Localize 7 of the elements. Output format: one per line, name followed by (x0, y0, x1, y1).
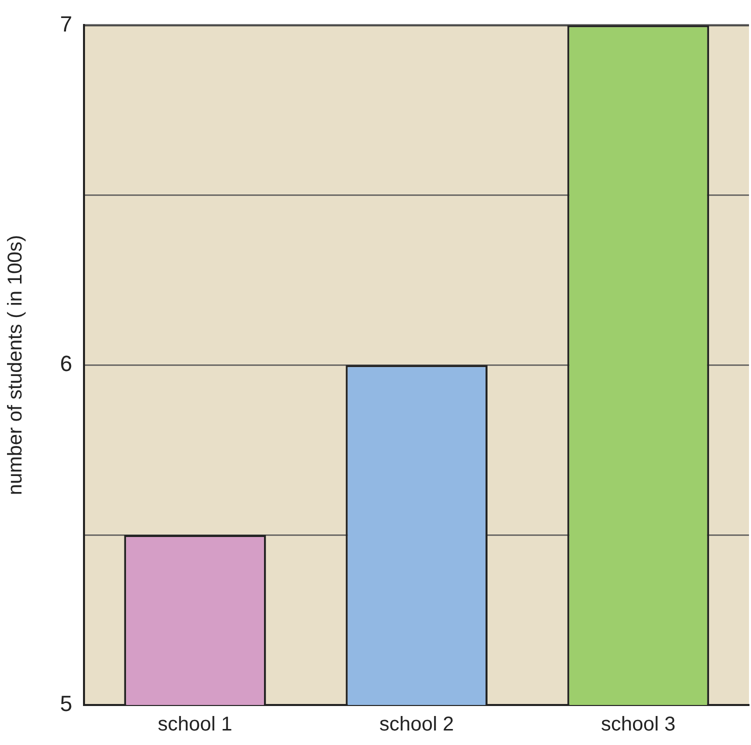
y-tick-label: 6 (60, 351, 72, 376)
x-tick-label: school 2 (379, 714, 454, 736)
y-tick-label: 5 (60, 691, 72, 716)
x-tick-label: school 1 (158, 714, 232, 736)
y-axis-title: number of students ( in 100s) (4, 235, 27, 496)
x-tick-label: school 3 (600, 714, 676, 736)
y-tick-label: 7 (60, 11, 72, 36)
